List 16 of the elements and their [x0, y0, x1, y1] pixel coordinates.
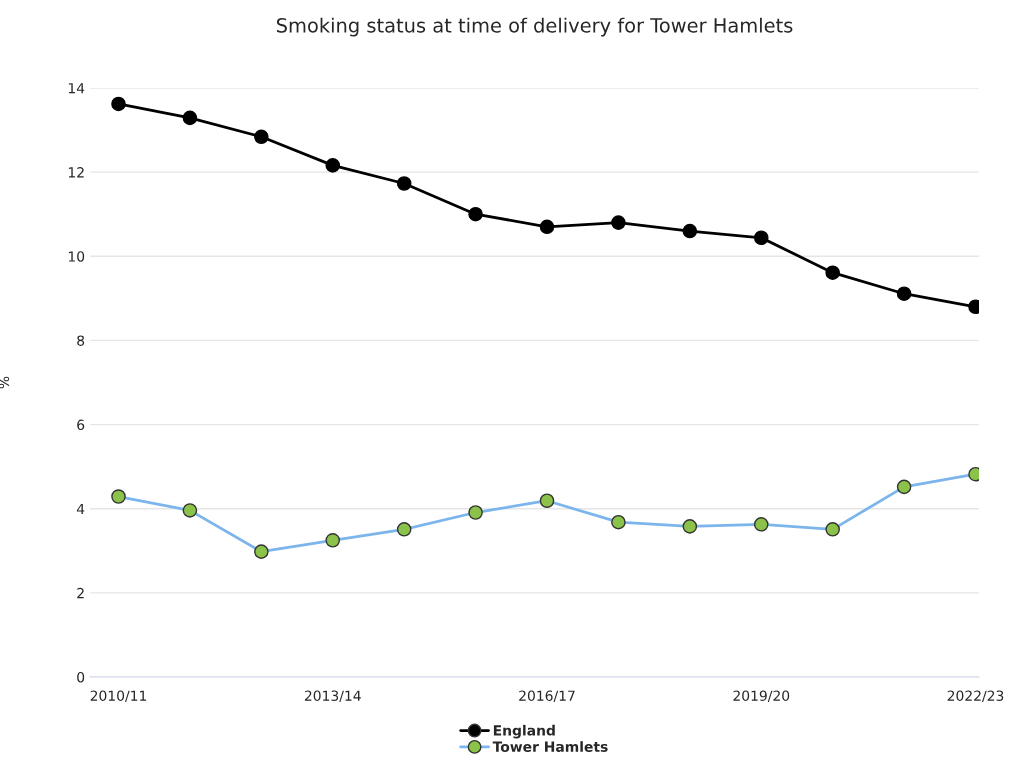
y-tick-label: 4 [76, 503, 85, 514]
x-tick-label: 2016/17 [519, 690, 575, 703]
y-tick-label: 8 [77, 335, 85, 346]
x-tick-label: 2010/11 [90, 690, 147, 703]
legend-label: England [493, 724, 555, 739]
x-tick-label: 2013/14 [304, 690, 361, 703]
y-tick-label: 0 [77, 671, 85, 683]
y-tick-label: 14 [68, 83, 85, 94]
y-tick-label: 2 [77, 587, 84, 599]
chart-title: Smoking status at time of delivery for Tower Hamlets [276, 17, 793, 37]
y-tick-label: 12 [68, 167, 84, 178]
x-tick-label: 2019/20 [733, 690, 790, 703]
y-tick-label: 10 [68, 251, 85, 262]
y-tick-label: 6 [77, 419, 85, 431]
x-tick-label: 2022/23 [947, 690, 1004, 703]
legend-label: Tower Hamlets [492, 741, 608, 752]
